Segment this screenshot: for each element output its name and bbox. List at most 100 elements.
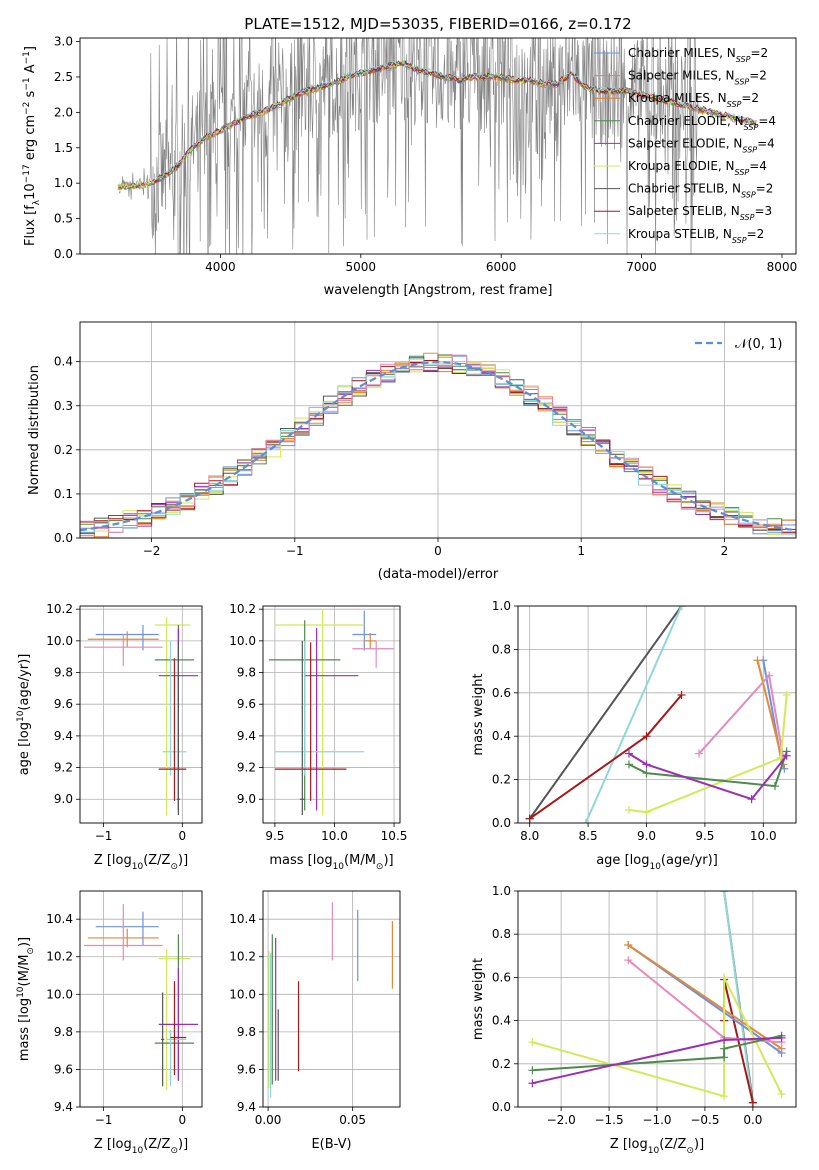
y-tick-label: 2.5 — [54, 70, 73, 84]
label-part: (M/M — [344, 853, 376, 868]
label-part: −17 — [22, 164, 32, 183]
label-part: 10 — [648, 1146, 660, 1156]
label-part: Chabrier STELIB, N — [628, 182, 741, 196]
legend-label: Chabrier STELIB, NSSP=2 — [628, 182, 773, 200]
x-tick-label: −1.0 — [642, 1113, 671, 1127]
model-line-kroupa_stelib — [154, 60, 757, 180]
x-tick-label: 1 — [577, 544, 585, 558]
x-tick-label: 0 — [179, 1113, 187, 1127]
y-tick-label: 9.2 — [54, 761, 73, 775]
x-tick-label: 6000 — [486, 260, 517, 274]
legend-label: Salpeter MILES, NSSP=2 — [628, 69, 767, 87]
label-part: Chabrier MILES, N — [628, 46, 736, 60]
weight-line-kroupa_elodie — [628, 694, 788, 814]
y-tick-label: 9.6 — [237, 697, 256, 711]
label-part: ⊙ — [376, 862, 384, 872]
label-part: =4 — [758, 114, 776, 128]
weight-line-salpeter_miles — [756, 660, 785, 765]
label-part: (Z/Z — [143, 1137, 170, 1152]
axes-frame — [79, 605, 203, 824]
label-part: Kroupa ELODIE, N — [628, 159, 735, 173]
x-tick-label: −2 — [143, 544, 161, 558]
label-part: 10 — [132, 862, 144, 872]
x-tick-label: 0.00 — [255, 1113, 282, 1127]
x-tick-label: −1.5 — [594, 1113, 623, 1127]
y-tick-label: 0.4 — [54, 355, 73, 369]
y-tick-label: 9.4 — [237, 729, 256, 743]
x-tick-label: 10.0 — [321, 829, 348, 843]
y-tick-label: 3.0 — [54, 35, 73, 49]
legend-label: Kroupa ELODIE, NSSP=4 — [628, 159, 767, 177]
axes-frame — [79, 37, 797, 255]
y-axis-label: Flux [fλ10−17 erg cm−2 s−1 A−1] — [22, 46, 42, 246]
x-tick-label: 2 — [721, 544, 729, 558]
label-part: ⊙ — [686, 1146, 694, 1156]
y-tick-label: 0.8 — [492, 927, 511, 941]
axes-frame — [517, 890, 797, 1108]
label-part: erg cm — [23, 115, 38, 164]
y-axis-label: Normed distribution — [27, 365, 42, 495]
label-part: Z [log — [94, 853, 132, 868]
x-tick-label: 8000 — [767, 260, 798, 274]
label-part: (Z/Z — [659, 1137, 686, 1152]
x-tick-label: 0 — [179, 829, 187, 843]
label-part: 10 — [16, 710, 26, 722]
weight-line-salpeter_elodie — [628, 752, 788, 801]
x-tick-label: 5000 — [346, 260, 377, 274]
spectrum-panel: 4000 5000 6000 7000 8000 0.0 0.5 1.0 1.5 2.0 2.5 3.… — [22, 35, 798, 298]
label-part: Chabrier ELODIE, N — [628, 114, 744, 128]
y-tick-label: 9.6 — [237, 1062, 256, 1076]
label-part: SSP — [727, 100, 742, 109]
x-tick-label: 10.0 — [750, 829, 777, 843]
x-axis-label: Z [log10(Z/Z⊙)] — [94, 853, 188, 872]
label-part: SSP — [735, 77, 750, 86]
label-part: 10 — [132, 1146, 144, 1156]
label-part: s — [23, 90, 38, 101]
label-part: −2 — [22, 102, 32, 115]
x-tick-label: 7000 — [626, 260, 657, 274]
axes-frame — [262, 605, 401, 824]
y-tick-label: 10.2 — [229, 602, 256, 616]
label-part: )] — [694, 1137, 704, 1152]
x-axis-label: mass [log10(M/M⊙)] — [269, 853, 393, 872]
x-tick-label: 9.0 — [637, 829, 656, 843]
weight-line-chabrier_elodie — [532, 1034, 782, 1072]
x-tick-label: −0.5 — [690, 1113, 719, 1127]
label-part: SSP — [736, 55, 751, 64]
y-tick-label: 10.4 — [46, 912, 73, 926]
y-tick-label: 0.0 — [54, 531, 73, 545]
x-axis-label: Z [log10(Z/Z⊙)] — [610, 1137, 704, 1156]
y-tick-label: 0.1 — [54, 487, 73, 501]
label-part: SSP — [732, 235, 747, 244]
y-tick-label: 1.0 — [54, 176, 73, 190]
label-part: 10 — [23, 183, 38, 200]
y-tick-label: 9.6 — [54, 1062, 73, 1076]
y-tick-label: 9.0 — [237, 792, 256, 806]
legend-label: Chabrier MILES, NSSP=2 — [628, 46, 768, 64]
label-part: −1 — [22, 51, 32, 64]
y-tick-label: 9.4 — [237, 1100, 256, 1114]
legend-label: Kroupa STELIB, NSSP=2 — [628, 227, 764, 245]
label-part: Salpeter ELODIE, N — [628, 136, 742, 150]
label-part: SSP — [740, 213, 755, 222]
y-tick-label: 9.0 — [54, 792, 73, 806]
legend-label: Salpeter ELODIE, NSSP=4 — [628, 136, 775, 154]
y-tick-label: 0.4 — [492, 729, 511, 743]
x-tick-label: −1 — [95, 829, 113, 843]
y-tick-label: 0.6 — [492, 686, 511, 700]
label-part: )] — [383, 853, 393, 868]
y-tick-label: 10.2 — [46, 950, 73, 964]
y-tick-label: 2.0 — [54, 105, 73, 119]
x-tick-label: −1 — [286, 544, 304, 558]
normal-curve — [79, 360, 797, 532]
weight-line-kroupa_stelib — [584, 606, 683, 823]
y-tick-label: 9.8 — [54, 666, 73, 680]
residual-histogram — [80, 354, 796, 534]
y-tick-label: 10.2 — [46, 602, 73, 616]
legend-label: Chabrier ELODIE, NSSP=4 — [628, 114, 776, 132]
x-tick-label: 0.05 — [339, 1113, 366, 1127]
label-part: A — [23, 64, 38, 77]
y-tick-label: 0.0 — [492, 816, 511, 830]
label-part: SSP — [742, 145, 757, 154]
